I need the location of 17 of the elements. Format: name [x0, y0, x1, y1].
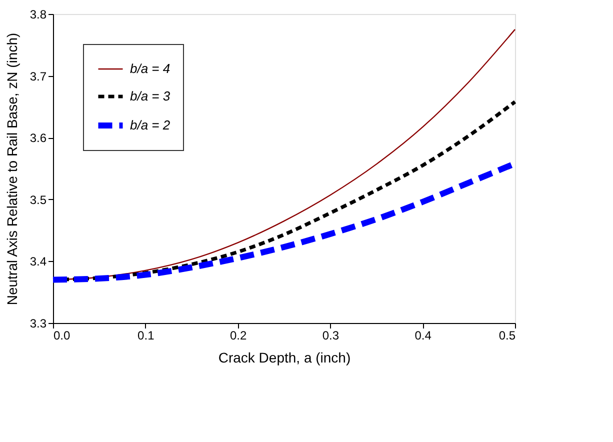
legend-label: b/a = 2: [130, 118, 171, 132]
x-axis-title: Crack Depth, a (inch): [218, 350, 351, 366]
y-tick-label: 3.3: [30, 316, 47, 330]
x-tick-label: 0.2: [230, 328, 247, 342]
x-tick-label: 0.5: [498, 328, 516, 342]
y-axis-title: Neutral Axis Relative to Rail Base, zN (inch): [4, 32, 20, 306]
y-tick-label: 3.5: [30, 192, 47, 207]
x-tick-label: 0.0: [54, 328, 71, 342]
x-tick-label: 0.3: [322, 328, 340, 342]
legend-label: b/a = 3: [130, 88, 171, 104]
y-tick-label: 3.4: [30, 254, 47, 269]
x-tick-label: 0.1: [138, 328, 155, 342]
legend-label: b/a = 4: [130, 61, 170, 76]
y-tick-label: 3.6: [30, 131, 47, 146]
y-tick-label: 3.7: [30, 69, 47, 84]
y-tick-label: 3.8: [30, 8, 47, 22]
x-tick-label: 0.4: [414, 328, 432, 342]
